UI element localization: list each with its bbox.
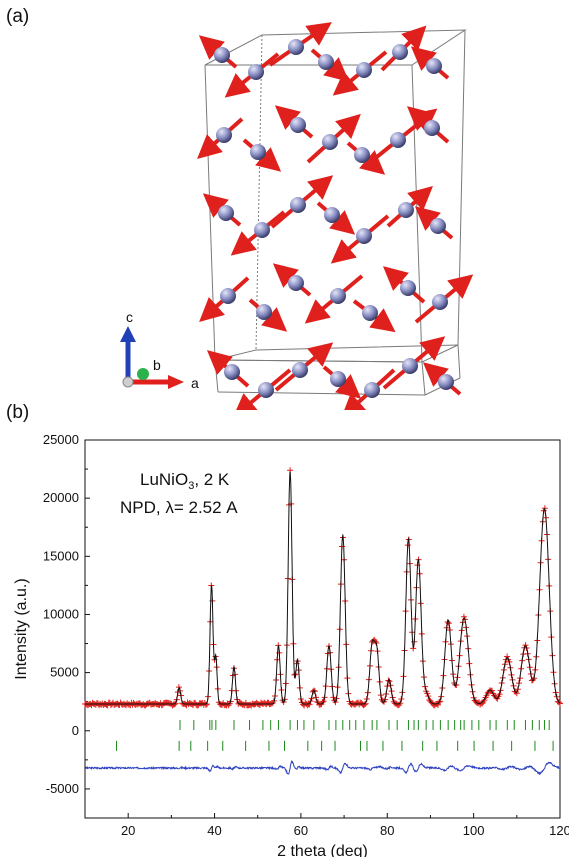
b-axis-label: b	[153, 357, 161, 373]
ni-atom	[364, 382, 380, 398]
c-axis-label: c	[126, 309, 133, 325]
origin-sphere	[122, 376, 134, 388]
observed-point	[530, 676, 537, 683]
x-tick-label: 80	[380, 823, 394, 838]
annotation-temperature: , 2 K	[194, 470, 230, 489]
y-tick-label: 10000	[43, 606, 79, 621]
b-axis-arrow	[137, 368, 149, 380]
ni-atom	[290, 197, 306, 213]
observed-point	[319, 699, 326, 706]
ni-atom	[390, 132, 406, 148]
plot-frame	[84, 439, 561, 819]
ni-atom	[318, 54, 334, 70]
ni-atom	[330, 371, 346, 387]
annotation-line2: NPD, λ= 2.52 A	[120, 498, 238, 517]
a-axis-arrowhead	[168, 375, 184, 389]
bragg-reflection-markers	[116, 719, 554, 751]
ni-atom	[288, 39, 304, 55]
ni-atom	[362, 305, 378, 321]
ni-atom	[254, 222, 270, 238]
annotation-line1: LuNiO3, 2 K	[140, 470, 230, 492]
ni-atom	[424, 120, 440, 136]
difference-series-line	[84, 759, 561, 776]
y-tick-label: 20000	[43, 490, 79, 505]
ni-atom	[430, 218, 446, 234]
panel-a-label: (a)	[6, 6, 30, 27]
y-axis: -5000 0 5000 10000 15000 20000 25000	[43, 432, 90, 819]
x-axis: 20 40 60 80 100 120	[84, 813, 569, 838]
ni-atom	[330, 288, 346, 304]
crystal-structure-figure: c b a	[120, 22, 474, 410]
ni-atom	[220, 288, 236, 304]
ni-atom	[356, 228, 372, 244]
ni-atom	[324, 207, 340, 223]
axis-triad: c b a	[120, 309, 199, 391]
ni-atom	[290, 117, 306, 133]
ni-atom	[400, 280, 416, 296]
ni-atom	[432, 294, 448, 310]
observed-point	[361, 701, 368, 708]
x-tick-label: 20	[121, 823, 135, 838]
annotation: LuNiO3, 2 K NPD, λ= 2.52 A	[120, 470, 238, 517]
ni-atom	[354, 147, 370, 163]
ni-atom	[218, 205, 234, 221]
ni-atom	[398, 202, 414, 218]
ni-atom	[256, 304, 272, 320]
ni-atoms	[197, 22, 474, 410]
c-axis-arrowhead	[120, 326, 136, 342]
observed-point	[504, 653, 511, 660]
x-tick-label: 100	[463, 823, 485, 838]
observed-point	[488, 687, 495, 694]
y-tick-label: 15000	[43, 548, 79, 563]
ni-atom	[248, 64, 264, 80]
y-tick-label: 25000	[43, 432, 79, 447]
ni-atom	[258, 382, 274, 398]
ni-atom	[402, 358, 418, 374]
panel-b-label: (b)	[6, 402, 30, 423]
x-tick-label: 60	[294, 823, 308, 838]
ni-atom	[288, 275, 304, 291]
a-axis-label: a	[191, 375, 199, 391]
diffraction-chart: -5000 0 5000 10000 15000 20000 25000 20 40 60 80 1…	[13, 432, 569, 857]
ni-atom	[224, 364, 240, 380]
ni-atom	[216, 127, 232, 143]
ni-atom	[356, 62, 372, 78]
ni-atom	[426, 58, 442, 74]
x-tick-label: 40	[207, 823, 221, 838]
observed-point	[557, 700, 563, 707]
annotation-compound: LuNiO	[140, 470, 188, 489]
annotation-subscript: 3	[188, 480, 194, 492]
observed-point	[522, 642, 529, 649]
ni-atom	[250, 144, 266, 160]
calculated-series-line	[85, 471, 561, 705]
x-axis-title: 2 theta (deg)	[277, 843, 368, 857]
y-tick-label: -5000	[46, 781, 79, 796]
y-tick-label: 0	[72, 723, 79, 738]
ni-atom	[292, 362, 308, 378]
x-tick-label: 120	[549, 823, 569, 838]
y-axis-title: Intensity (a.u.)	[13, 578, 30, 679]
ni-atom	[322, 134, 338, 150]
ni-atom	[214, 47, 230, 63]
y-tick-label: 5000	[50, 665, 79, 680]
observed-point	[202, 701, 209, 708]
ni-atom	[392, 44, 408, 60]
ni-atom	[438, 374, 454, 390]
